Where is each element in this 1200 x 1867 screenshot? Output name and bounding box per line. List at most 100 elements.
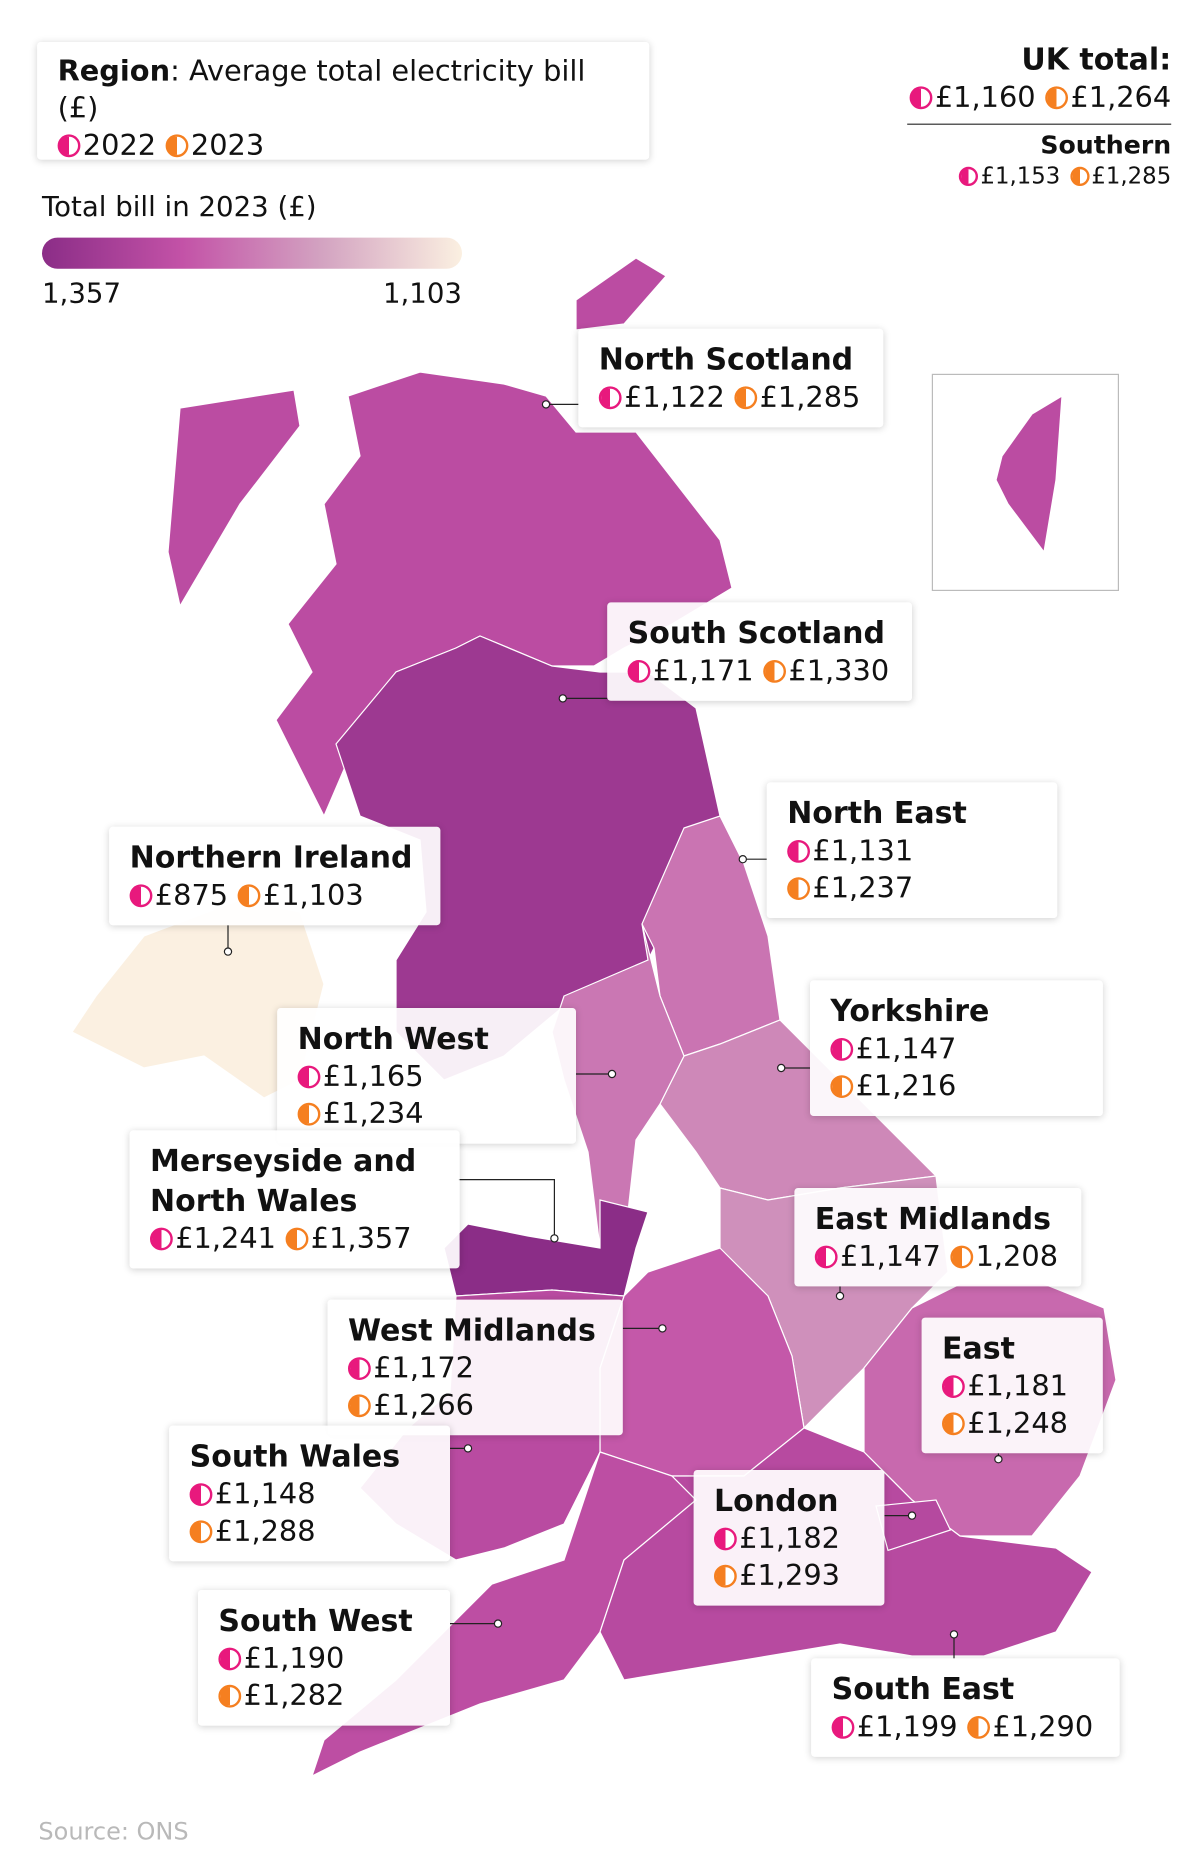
region-values: £1,171 £1,330 xyxy=(627,653,892,690)
year-icon xyxy=(942,1412,965,1436)
leader-dot xyxy=(994,1455,1003,1464)
source: Source: ONS xyxy=(38,1816,189,1846)
region-label: London £1,182 £1,293 xyxy=(693,1470,885,1606)
bill-2023: 1,208 xyxy=(950,1238,1058,1275)
region-name: South East xyxy=(831,1671,1015,1707)
leader-dot xyxy=(658,1324,667,1333)
year-icon xyxy=(218,1647,242,1671)
year-icon xyxy=(1045,86,1069,110)
bill-2023: £1,264 xyxy=(1045,79,1171,116)
region-name: East Midlands xyxy=(814,1201,1052,1236)
bill-2023-text: £1,293 xyxy=(739,1558,840,1593)
scale-label: 1,357 xyxy=(42,278,122,310)
bill-2022: £1,153 xyxy=(958,161,1060,192)
legend-subtitle: : Average total electricity bill (£) xyxy=(57,54,586,125)
bill-2023-text: £1,103 xyxy=(262,878,364,913)
bill-2023: £1,266 xyxy=(348,1387,474,1424)
bill-2023: £1,103 xyxy=(237,877,364,914)
bill-2022: £1,241 xyxy=(150,1220,276,1257)
inset-frame xyxy=(931,373,1120,592)
year-icon xyxy=(830,1075,854,1098)
bill-2022-text: £1,241 xyxy=(175,1221,276,1256)
bill-2023-text: £1,266 xyxy=(373,1388,474,1422)
bill-2022: £1,122 xyxy=(598,379,725,416)
region-label: North West £1,165 £1,234 xyxy=(277,1008,576,1144)
bill-2023-text: £1,216 xyxy=(855,1069,957,1103)
year-icon xyxy=(958,166,979,186)
bill-2023: £1,237 xyxy=(787,870,913,907)
bill-2022-text: £1,190 xyxy=(243,1641,345,1676)
region-shape xyxy=(167,389,301,608)
region-values: £1,199 £1,290 xyxy=(831,1709,1100,1746)
bill-2023: £1,282 xyxy=(218,1678,344,1715)
bill-2023-text: £1,237 xyxy=(812,871,914,905)
bill-2023: £1,234 xyxy=(297,1096,424,1133)
year-icon xyxy=(57,134,81,158)
region-label: West Midlands £1,172 £1,266 xyxy=(327,1299,623,1436)
year-icon xyxy=(150,1227,173,1251)
bill-2023: £1,288 xyxy=(189,1513,316,1550)
bill-2023-text: £1,357 xyxy=(310,1221,412,1256)
year-icon xyxy=(787,877,811,901)
bill-2022: £875 xyxy=(129,877,228,914)
bill-2023-text: £1,282 xyxy=(243,1678,345,1713)
region-label: Yorkshire £1,147 £1,216 xyxy=(810,980,1103,1116)
bill-2023-text: £1,234 xyxy=(322,1096,424,1131)
bill-2023: £1,290 xyxy=(967,1709,1093,1746)
region-values: £1,241 £1,357 xyxy=(150,1220,439,1257)
bill-2022: £1,131 xyxy=(787,833,913,870)
year-icon xyxy=(237,884,261,908)
region-name: North Scotland xyxy=(598,342,854,377)
region-values: £1,147 1,208 xyxy=(814,1238,1061,1275)
bill-2022-text: £1,131 xyxy=(812,834,914,868)
bill-2023: £1,330 xyxy=(763,653,889,690)
bill-2022-text: £1,171 xyxy=(652,654,754,688)
leader-dot xyxy=(835,1291,845,1301)
year-icon xyxy=(218,1684,242,1708)
leaders xyxy=(223,400,1003,1659)
leader-line xyxy=(458,1179,556,1239)
bill-2022: £1,147 xyxy=(830,1031,956,1068)
region-values: £1,172 £1,266 xyxy=(348,1350,602,1424)
region-values: £1,165 £1,234 xyxy=(297,1058,556,1133)
region-name: South Wales xyxy=(189,1438,401,1474)
bill-2023: £1,285 xyxy=(1069,161,1171,192)
region-name: Merseyside and North Wales xyxy=(150,1143,417,1218)
bill-2022: £1,171 xyxy=(627,653,754,690)
year-icon xyxy=(967,1716,990,1739)
bill-2022-text: £1,147 xyxy=(840,1239,941,1274)
region-shape xyxy=(443,1199,649,1297)
region-label: South Scotland £1,171 £1,330 xyxy=(607,602,913,701)
year-icon xyxy=(285,1227,309,1251)
region-values: £1,182 £1,293 xyxy=(714,1520,864,1594)
leader-dot xyxy=(777,1063,786,1073)
scale-bar xyxy=(42,237,463,269)
bill-2022: £1,181 xyxy=(942,1368,1068,1405)
leader-dot xyxy=(223,947,233,956)
leader-dot xyxy=(738,855,748,864)
region-shape xyxy=(995,394,1063,554)
year-icon xyxy=(763,660,786,683)
bill-2022: £1,165 xyxy=(297,1058,424,1095)
region-name: South West xyxy=(218,1603,413,1639)
year-icon xyxy=(189,1483,213,1506)
year-icon xyxy=(950,1245,974,1269)
region-label: East £1,181 £1,248 xyxy=(921,1317,1103,1454)
region-values: £1,181 £1,248 xyxy=(942,1368,1082,1442)
region-label: South Wales £1,148 £1,288 xyxy=(169,1425,451,1562)
region-label: South East £1,199 £1,290 xyxy=(811,1658,1120,1757)
year-icon xyxy=(627,660,651,683)
bill-2023: £1,216 xyxy=(830,1068,956,1105)
bill-2023: £1,293 xyxy=(714,1558,840,1595)
legend-entry-text: 2023 xyxy=(190,128,265,162)
bill-2023-text: £1,290 xyxy=(992,1710,1094,1744)
bill-2022: £1,182 xyxy=(714,1520,840,1557)
bill-2023-text: £1,285 xyxy=(759,380,861,415)
region-values: £1,190 £1,282 xyxy=(218,1640,429,1714)
legend-entry: 2023 xyxy=(165,127,265,164)
year-icon xyxy=(734,386,758,410)
year-icon xyxy=(348,1357,371,1380)
legend-title: Region xyxy=(57,54,171,88)
bill-2022-text: £1,181 xyxy=(967,1369,1068,1403)
southern-title: Southern xyxy=(1040,130,1172,160)
